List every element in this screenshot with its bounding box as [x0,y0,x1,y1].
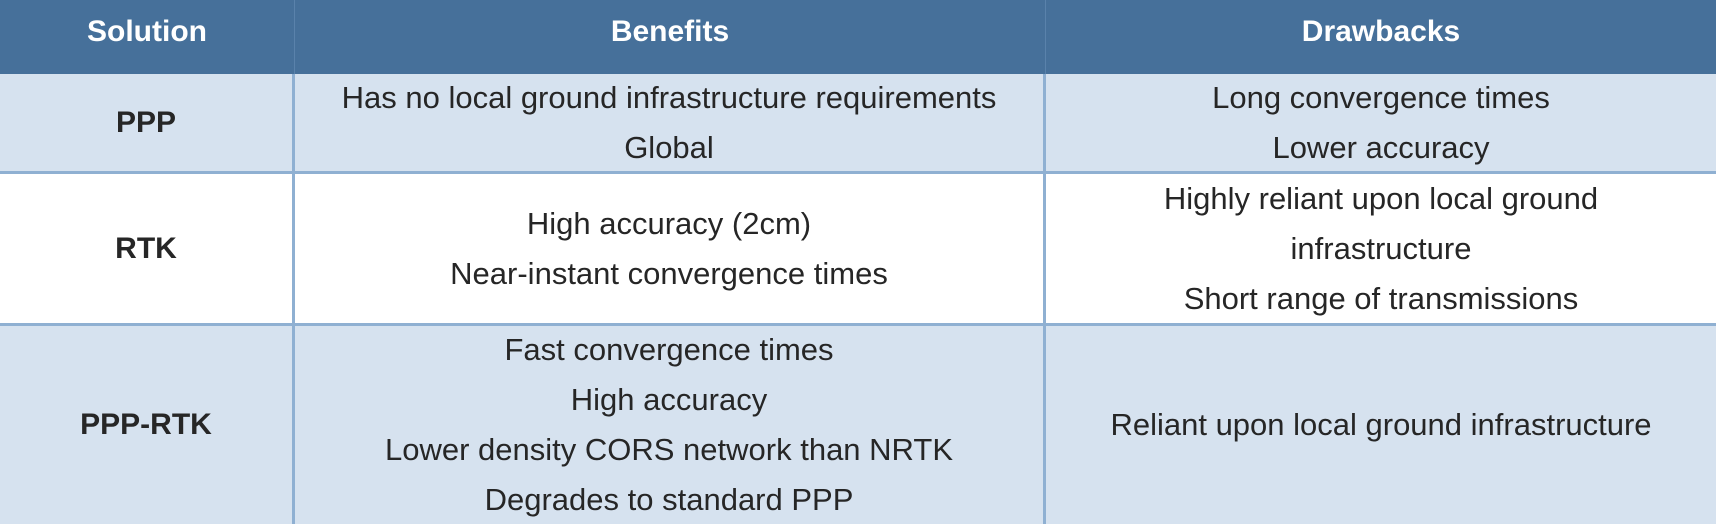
row-ppp-rtk-drawbacks: Reliant upon local ground infrastructure [1046,326,1716,524]
drawback-line: Reliant upon local ground infrastructure [1110,407,1652,442]
drawback-line: Highly reliant upon local ground [1163,180,1599,216]
benefit-line: High accuracy (2cm) [526,205,812,241]
drawback-line: infrastructure [1290,230,1472,266]
benefit-line: Degrades to standard PPP [484,482,854,517]
row-ppp-rtk-benefits: Fast convergence times High accuracy Low… [295,326,1046,524]
row-ppp-solution: PPP [0,74,295,174]
benefit-line: Near-instant convergence times [450,255,888,291]
drawback-line: Long convergence times [1212,79,1550,115]
row-rtk-benefits: High accuracy (2cm) Near-instant converg… [295,174,1046,326]
benefit-line: High accuracy [570,382,768,417]
row-rtk-drawbacks: Highly reliant upon local ground infrast… [1046,174,1716,326]
benefit-line: Has no local ground infrastructure requi… [341,79,997,115]
benefit-line: Global [624,129,714,165]
header-solution: Solution [0,0,295,74]
row-ppp-drawbacks: Long convergence times Lower accuracy [1046,74,1716,174]
benefit-line: Lower density CORS network than NRTK [385,432,953,467]
row-ppp-rtk-solution: PPP-RTK [0,326,295,524]
drawback-line: Short range of transmissions [1183,280,1579,316]
header-benefits: Benefits [295,0,1046,74]
header-drawbacks: Drawbacks [1046,0,1716,74]
drawback-line: Lower accuracy [1272,129,1490,165]
benefit-line: Fast convergence times [504,332,834,367]
row-rtk-solution: RTK [0,174,295,326]
row-ppp-benefits: Has no local ground infrastructure requi… [295,74,1046,174]
